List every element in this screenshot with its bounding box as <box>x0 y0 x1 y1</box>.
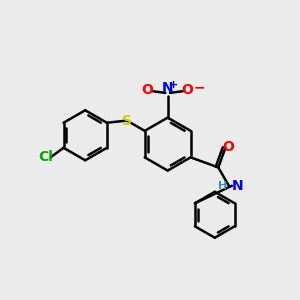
Text: −: − <box>194 81 205 94</box>
Text: O: O <box>181 82 193 97</box>
Text: O: O <box>222 140 234 154</box>
Text: S: S <box>122 114 132 128</box>
Text: +: + <box>169 80 178 90</box>
Text: H: H <box>218 181 227 191</box>
Text: O: O <box>141 82 153 97</box>
Text: N: N <box>232 179 244 193</box>
Text: N: N <box>162 81 173 95</box>
Text: Cl: Cl <box>38 150 53 164</box>
